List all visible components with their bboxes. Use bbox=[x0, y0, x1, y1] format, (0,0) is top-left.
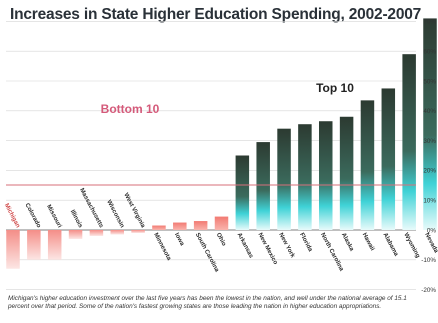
y-tick-label: 70% bbox=[423, 19, 436, 26]
bar-south-carolina bbox=[193, 221, 208, 230]
y-tick-label: 0% bbox=[427, 227, 437, 234]
chart-title: Increases in State Higher Education Spen… bbox=[10, 6, 422, 23]
bar-illinois bbox=[68, 230, 83, 239]
y-tick-label: 40% bbox=[423, 108, 436, 115]
bar-massachusetts bbox=[89, 230, 104, 236]
bar-new-york bbox=[277, 128, 291, 230]
chart-caption: Michigan's higher education investment o… bbox=[8, 295, 407, 310]
category-label: Nevada bbox=[423, 232, 438, 255]
bar-west-virginia bbox=[131, 230, 145, 233]
category-label: Florida bbox=[298, 232, 314, 254]
category-label: Alabama bbox=[382, 232, 400, 258]
bar-florida bbox=[298, 124, 312, 230]
bar-michigan bbox=[6, 230, 20, 269]
category-label: Arkansas bbox=[236, 232, 255, 260]
bar-wyoming bbox=[402, 54, 416, 231]
bar-wisconsin bbox=[110, 230, 124, 235]
category-label: Illinois bbox=[69, 209, 85, 230]
top-10-label: Top 10 bbox=[316, 81, 354, 95]
bar-alaska bbox=[339, 116, 354, 230]
y-tick-label: -10% bbox=[421, 257, 436, 264]
y-tick-label: 50% bbox=[423, 78, 436, 85]
category-label: Michigan bbox=[3, 202, 22, 229]
bar-colorado bbox=[27, 230, 41, 260]
category-label: New Mexico bbox=[256, 232, 279, 266]
y-tick-label: -20% bbox=[421, 287, 436, 294]
bottom-10-label: Bottom 10 bbox=[101, 102, 160, 116]
bar-hawaii bbox=[360, 100, 375, 231]
category-label: Minnesota bbox=[152, 232, 173, 262]
bar-iowa bbox=[173, 222, 187, 230]
y-tick-label: 20% bbox=[423, 168, 436, 175]
y-tick-label: 60% bbox=[423, 49, 436, 56]
category-label: West Virginia bbox=[122, 192, 146, 230]
bar-north-carolina bbox=[319, 121, 333, 230]
bar-arkansas bbox=[235, 155, 250, 230]
category-label: Alaska bbox=[340, 232, 356, 253]
y-tick-label: 30% bbox=[423, 138, 436, 145]
category-label: Colorado bbox=[24, 202, 43, 229]
category-label: Ohio bbox=[215, 232, 228, 248]
bar-minnesota bbox=[152, 225, 166, 230]
category-label: Wyoming bbox=[402, 232, 421, 260]
category-label: Iowa bbox=[173, 232, 186, 248]
category-label: Hawaii bbox=[361, 232, 376, 253]
category-label: Wisconsin bbox=[105, 199, 126, 229]
category-label: Missouri bbox=[45, 204, 63, 230]
category-label: New York bbox=[277, 232, 296, 260]
bar-nevada bbox=[423, 18, 437, 231]
bar-new-mexico bbox=[256, 142, 270, 230]
y-tick-label: 10% bbox=[423, 198, 436, 205]
category-label: North Carolina bbox=[319, 232, 345, 273]
bar-missouri bbox=[47, 230, 62, 260]
bar-alabama bbox=[381, 88, 396, 230]
bar-ohio bbox=[214, 216, 229, 230]
